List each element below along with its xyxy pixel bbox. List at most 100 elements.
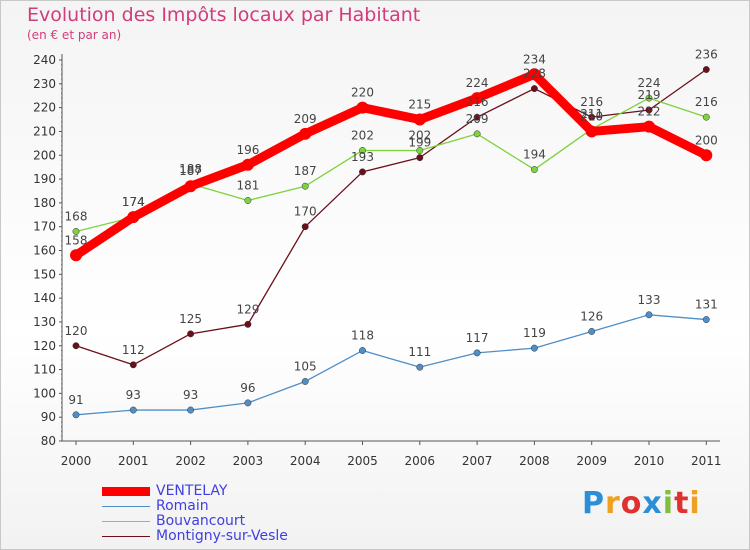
y-tick-label: 110 xyxy=(33,363,56,377)
data-label: 224 xyxy=(638,76,661,90)
x-tick-label: 2000 xyxy=(61,454,92,468)
data-point xyxy=(301,378,309,385)
logo-letter: i xyxy=(689,486,701,521)
data-point xyxy=(471,92,484,105)
data-point xyxy=(413,113,426,126)
data-point xyxy=(702,66,710,73)
data-point xyxy=(301,182,309,190)
x-tick-label: 2002 xyxy=(175,454,206,468)
legend-item: Montigny-sur-Vesle xyxy=(102,529,288,544)
data-point xyxy=(129,361,137,369)
data-point xyxy=(473,113,481,121)
line-chart: 8090100110120130140150160170180190200210… xyxy=(33,48,722,468)
data-point xyxy=(643,120,655,133)
data-label: 188 xyxy=(179,162,202,176)
data-label: 131 xyxy=(695,298,718,312)
data-point xyxy=(129,406,137,414)
data-label: 212 xyxy=(638,105,661,119)
data-label: 112 xyxy=(122,343,145,357)
logo-letter: t xyxy=(674,486,690,521)
data-label: 96 xyxy=(240,381,255,395)
chart-title: Evolution des Impôts locaux par Habitant xyxy=(27,4,421,26)
data-point xyxy=(528,68,541,81)
data-point xyxy=(244,320,252,328)
legend-swatch xyxy=(102,535,150,538)
proxiti-logo: Proxiti xyxy=(582,486,701,521)
y-tick-label: 150 xyxy=(33,267,56,281)
legend-label: Bouvancourt xyxy=(156,513,246,529)
data-label: 202 xyxy=(408,128,431,142)
x-tick-label: 2006 xyxy=(405,454,436,468)
data-point xyxy=(359,168,366,176)
data-point xyxy=(700,149,713,162)
data-label: 117 xyxy=(466,331,489,345)
series-line-ventelay xyxy=(73,69,709,260)
data-label: 118 xyxy=(351,329,374,343)
x-tick-label: 2003 xyxy=(233,454,264,468)
data-point xyxy=(72,342,80,350)
x-tick-label: 2011 xyxy=(691,454,722,468)
data-label: 215 xyxy=(408,98,431,112)
data-point xyxy=(241,158,254,171)
data-label: 194 xyxy=(523,148,546,162)
data-point xyxy=(244,399,252,407)
data-label: 202 xyxy=(351,128,374,142)
y-tick-label: 90 xyxy=(41,410,56,424)
logo-letter: i xyxy=(662,486,675,521)
data-point xyxy=(359,147,366,154)
data-label: 181 xyxy=(236,178,259,192)
data-label: 236 xyxy=(695,48,718,62)
y-tick-label: 120 xyxy=(33,339,56,353)
data-label: 174 xyxy=(122,195,145,209)
data-label: 125 xyxy=(179,312,202,326)
x-tick-label: 2009 xyxy=(576,454,607,468)
data-point xyxy=(702,316,710,324)
data-point xyxy=(416,363,424,371)
data-point xyxy=(530,166,538,173)
data-point xyxy=(588,113,596,121)
data-point xyxy=(299,127,312,140)
data-point xyxy=(70,249,82,262)
logo-letter: x xyxy=(642,486,663,521)
data-label: 199 xyxy=(408,136,431,150)
data-label: 111 xyxy=(408,345,431,359)
legend-item: VENTELAY xyxy=(102,484,288,499)
data-point xyxy=(530,85,538,93)
data-point xyxy=(184,180,197,193)
data-label: 216 xyxy=(580,95,603,109)
data-label: 209 xyxy=(294,112,317,126)
data-point xyxy=(473,349,481,357)
y-tick-label: 170 xyxy=(33,220,56,234)
x-tick-label: 2004 xyxy=(290,454,321,468)
data-label: 129 xyxy=(236,302,259,316)
y-tick-label: 140 xyxy=(33,291,56,305)
legend-item: Bouvancourt xyxy=(102,514,288,529)
data-label: 187 xyxy=(294,164,317,178)
legend-swatch xyxy=(102,487,150,496)
x-tick-label: 2007 xyxy=(462,454,493,468)
data-labels: 120 112 125 129 170 193 199 216 228 216 219 236 168 1… xyxy=(65,48,718,407)
y-tick-label: 100 xyxy=(33,386,56,400)
data-label: 168 xyxy=(65,209,88,223)
y-tick-label: 180 xyxy=(33,196,56,210)
y-tick-label: 210 xyxy=(33,124,56,138)
data-point xyxy=(72,228,80,235)
data-point xyxy=(127,211,140,224)
data-label: 170 xyxy=(294,205,317,219)
data-label: 211 xyxy=(580,107,603,121)
data-point xyxy=(359,347,366,354)
data-point xyxy=(473,130,481,138)
y-tick-label: 190 xyxy=(33,172,56,186)
data-label: 105 xyxy=(294,359,317,373)
data-point xyxy=(530,344,538,352)
data-label: 120 xyxy=(65,324,88,338)
data-point xyxy=(416,147,424,154)
data-label: 219 xyxy=(638,88,661,102)
legend: VENTELAY Romain Bouvancourt Montigny-sur-Ve… xyxy=(102,484,288,544)
y-tick-label: 160 xyxy=(33,244,56,258)
chart-subtitle: (en € et par an) xyxy=(27,28,122,42)
y-tick-label: 240 xyxy=(33,53,56,67)
logo-letter: r xyxy=(605,486,621,521)
data-label: 220 xyxy=(351,86,374,100)
